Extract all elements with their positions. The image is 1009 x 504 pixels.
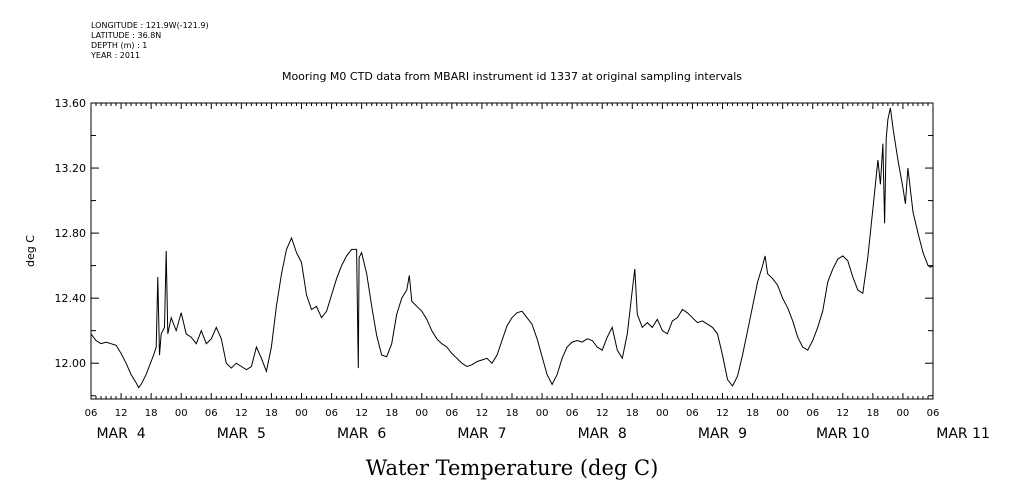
y-tick-labels: 12.00 12.40 12.80 13.20 13.60 <box>55 97 87 370</box>
y-tick-label: 12.00 <box>55 357 87 370</box>
x-hour-label: 06 <box>205 408 218 419</box>
x-hour-label: 18 <box>265 408 278 419</box>
plot-frame <box>90 102 934 400</box>
x-hour-label: 12 <box>716 408 729 419</box>
x-hour-label: 18 <box>866 408 879 419</box>
x-hour-label: 18 <box>145 408 158 419</box>
x-hour-label: 12 <box>235 408 248 419</box>
x-date-label: MAR 6 <box>337 426 386 442</box>
series-line <box>90 107 934 389</box>
x-date-label: MAR 8 <box>578 426 627 442</box>
x-date-label: MAR 11 <box>936 426 990 442</box>
x-axis-label: Water Temperature (deg C) <box>366 456 659 480</box>
x-hour-label: 18 <box>626 408 639 419</box>
x-hour-label: 00 <box>656 408 669 419</box>
latitude-text: LATITUDE : 36.8N <box>91 31 162 40</box>
x-hour-label: 00 <box>536 408 549 419</box>
x-hour-label: 12 <box>596 408 609 419</box>
depth-text: DEPTH (m) : 1 <box>91 41 148 50</box>
x-date-label: MAR 9 <box>698 426 747 442</box>
x-hour-label: 06 <box>85 408 98 419</box>
x-date-label: MAR 10 <box>816 426 870 442</box>
x-hour-label: 06 <box>806 408 819 419</box>
x-hour-label: 06 <box>325 408 338 419</box>
x-hour-label: 06 <box>686 408 699 419</box>
x-hour-label: 00 <box>175 408 188 419</box>
x-hour-label: 18 <box>385 408 398 419</box>
y-tick-label: 13.60 <box>55 97 87 110</box>
y-tick-label: 12.80 <box>55 227 87 240</box>
x-date-label: MAR 5 <box>217 426 266 442</box>
x-hour-label: 12 <box>476 408 489 419</box>
y-axis-label: deg C <box>24 235 37 267</box>
x-hour-label: 00 <box>897 408 910 419</box>
x-hour-tick-labels: 06 12 18 00 06 12 18 00 06 12 18 00 06 12 18 00 06 12 18 00… <box>85 408 940 419</box>
x-hour-label: 00 <box>415 408 428 419</box>
y-tick-label: 13.20 <box>55 162 87 175</box>
chart-title: Mooring M0 CTD data from MBARI instrumen… <box>282 70 742 83</box>
x-hour-label: 12 <box>115 408 128 419</box>
x-hour-label: 06 <box>445 408 458 419</box>
x-hour-label: 00 <box>776 408 789 419</box>
x-hour-label: 06 <box>927 408 940 419</box>
year-text: YEAR : 2011 <box>91 51 141 60</box>
x-date-label: MAR 4 <box>96 426 145 442</box>
x-hour-label: 06 <box>566 408 579 419</box>
x-hour-label: 12 <box>355 408 368 419</box>
axis-ticks <box>90 102 934 399</box>
x-hour-label: 18 <box>746 408 759 419</box>
x-hour-label: 18 <box>506 408 519 419</box>
x-date-label: MAR 7 <box>457 426 506 442</box>
metadata-block: LONGITUDE : 121.9W(-121.9) LATITUDE : 36… <box>91 21 209 61</box>
longitude-text: LONGITUDE : 121.9W(-121.9) <box>91 21 209 30</box>
x-hour-label: 12 <box>836 408 849 419</box>
x-hour-label: 00 <box>295 408 308 419</box>
y-tick-label: 12.40 <box>55 292 87 305</box>
x-date-labels: MAR 4 MAR 5 MAR 6 MAR 7 MAR 8 MAR 9 MAR 10 MAR … <box>96 426 989 442</box>
